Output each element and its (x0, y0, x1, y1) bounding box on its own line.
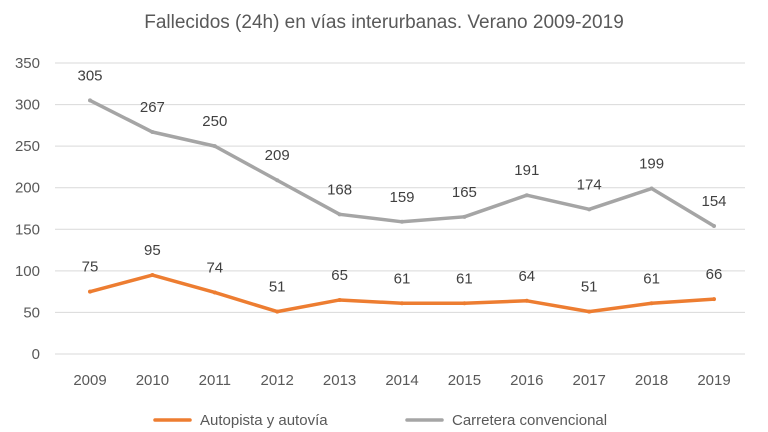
gridlines (55, 62, 745, 355)
x-tick-label: 2012 (261, 372, 294, 389)
x-tick-label: 2019 (697, 372, 730, 389)
data-label: 66 (706, 266, 723, 283)
data-label: 61 (394, 270, 411, 287)
y-tick-label: 100 (15, 263, 40, 280)
x-tick-label: 2011 (199, 372, 231, 389)
data-point (337, 297, 342, 302)
data-point (337, 212, 342, 217)
x-tick-label: 2016 (510, 372, 543, 389)
data-label: 61 (456, 270, 473, 287)
data-label: 154 (701, 193, 726, 210)
data-label: 159 (389, 189, 414, 206)
x-axis-ticks: 2009 2010 2011 2012 2013 2014 2015 2016 2017 2018… (73, 372, 730, 389)
data-point (524, 298, 529, 303)
data-label: 267 (140, 99, 165, 116)
data-point (587, 309, 592, 314)
data-point (400, 219, 404, 224)
data-label: 165 (452, 184, 477, 201)
data-label: 74 (206, 259, 223, 276)
data-label: 305 (77, 67, 102, 84)
data-label: 191 (514, 162, 539, 179)
y-tick-label: 0 (32, 346, 40, 363)
y-tick-label: 350 (15, 55, 40, 72)
data-point (400, 301, 404, 306)
series-lines (88, 98, 716, 314)
y-tick-label: 250 (15, 138, 40, 155)
y-tick-label: 300 (15, 97, 40, 114)
data-label: 168 (327, 181, 352, 198)
data-label: 51 (269, 279, 286, 296)
data-label: 61 (643, 270, 660, 287)
x-tick-label: 2013 (323, 372, 356, 389)
data-label: 174 (577, 176, 602, 193)
data-point (462, 301, 467, 306)
legend: Autopista y autovía Carretera convenciona… (153, 412, 607, 429)
x-tick-label: 2014 (385, 372, 418, 389)
data-label: 51 (581, 279, 598, 296)
data-point (649, 301, 654, 306)
data-point (212, 290, 217, 295)
data-label: 95 (144, 242, 161, 259)
x-tick-label: 2018 (635, 372, 668, 389)
data-point (712, 223, 716, 228)
data-label: 199 (639, 156, 664, 173)
data-point (88, 289, 92, 294)
data-label: 65 (331, 267, 348, 284)
y-tick-label: 50 (23, 304, 40, 321)
data-point (275, 178, 280, 183)
data-point (649, 186, 654, 191)
x-tick-label: 2010 (136, 372, 169, 389)
x-tick-label: 2017 (573, 372, 606, 389)
data-point (88, 98, 92, 103)
x-tick-label: 2015 (448, 372, 481, 389)
data-point (212, 144, 217, 149)
data-point (150, 130, 155, 135)
data-label: 209 (265, 147, 290, 164)
data-point (524, 193, 529, 198)
legend-label: Carretera convencional (452, 412, 607, 429)
chart-title: Fallecidos (24h) en vías interurbanas. V… (144, 12, 624, 33)
legend-label: Autopista y autovía (200, 412, 328, 429)
data-point (462, 214, 467, 219)
data-label: 250 (202, 113, 227, 130)
data-label: 75 (82, 259, 99, 276)
data-point (150, 273, 155, 278)
x-tick-label: 2009 (73, 372, 106, 389)
data-point (275, 309, 280, 314)
series-line-1 (88, 98, 716, 228)
data-point (712, 297, 716, 302)
y-tick-label: 150 (15, 221, 40, 238)
y-tick-label: 200 (15, 180, 40, 197)
data-point (587, 207, 592, 212)
y-axis-ticks: 0 50 100 150 200 250 300 350 (15, 55, 40, 363)
data-label: 64 (518, 268, 535, 285)
data-labels: 75 95 74 51 65 61 61 64 51 61 66 305 267 250 209 168 159… (77, 67, 726, 295)
